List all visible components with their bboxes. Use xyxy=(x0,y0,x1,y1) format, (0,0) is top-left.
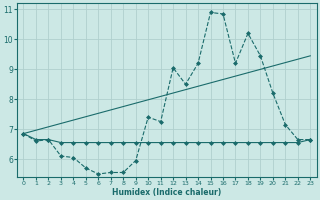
X-axis label: Humidex (Indice chaleur): Humidex (Indice chaleur) xyxy=(112,188,221,197)
